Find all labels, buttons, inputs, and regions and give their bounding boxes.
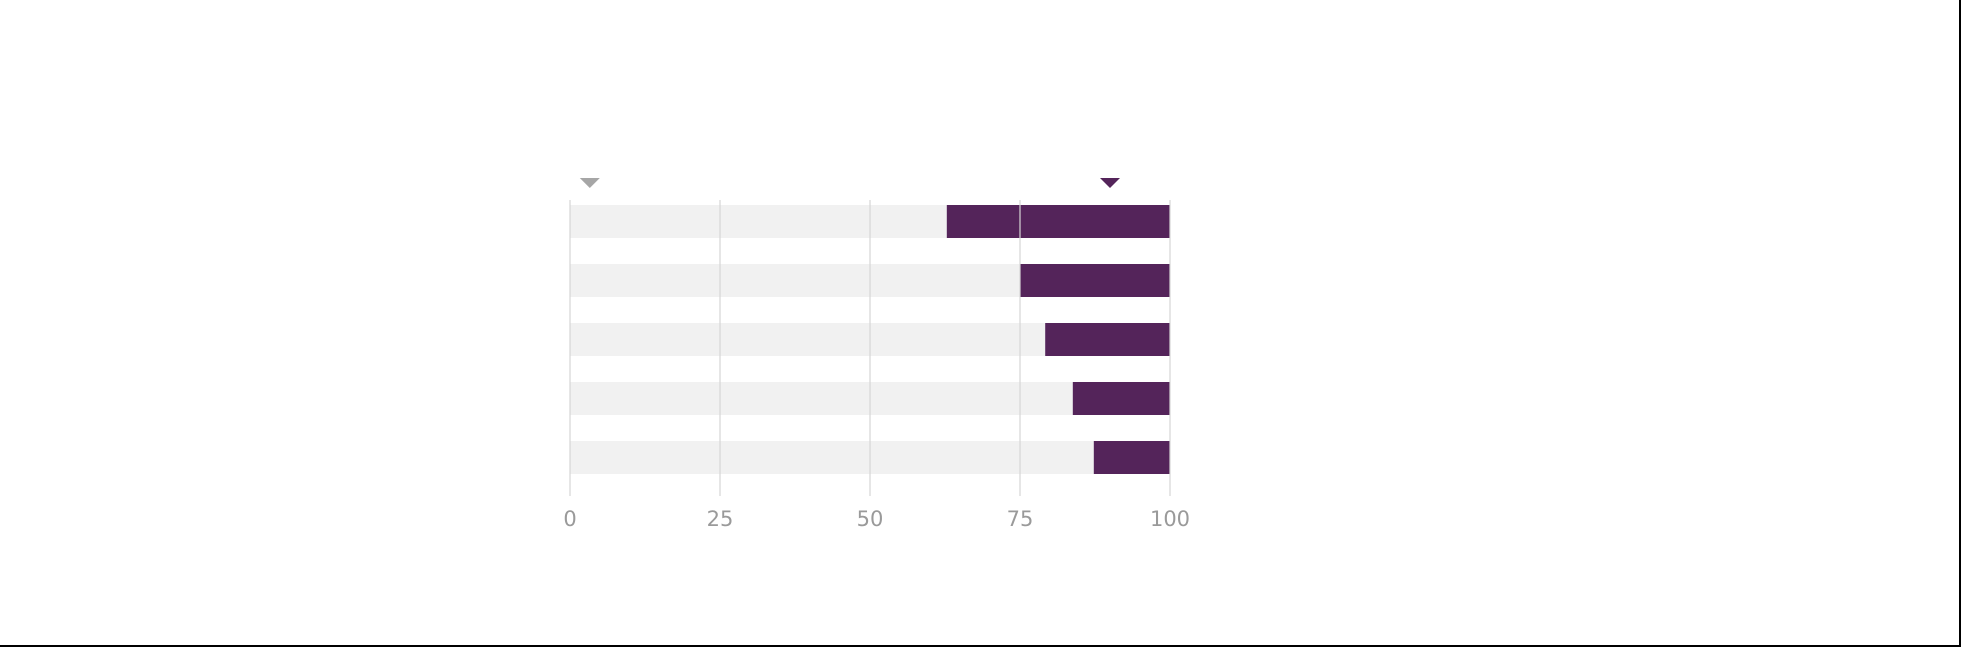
x-tick-label-0: 0 (563, 507, 576, 531)
markers-layer (579, 178, 1120, 188)
bar-row-3-segment-1 (570, 323, 1046, 356)
triangle-down-icon (1100, 178, 1120, 188)
grid-layer (569, 200, 1171, 496)
bar-row-2-segment-2 (1020, 264, 1170, 297)
triangle-down-icon (579, 178, 600, 188)
bar-row-5-segment-1 (570, 441, 1094, 474)
bar-row-1-segment-1 (570, 205, 947, 238)
tick-labels-layer: 0 25 50 75 100 (563, 507, 1190, 531)
x-tick-label-25: 25 (707, 507, 734, 531)
bar-row-5-segment-2 (1093, 441, 1170, 474)
bar-row-3-segment-2 (1045, 323, 1170, 356)
x-tick-label-100: 100 (1150, 507, 1190, 531)
bar-row-4-segment-2 (1072, 382, 1170, 415)
x-tick-label-75: 75 (1007, 507, 1034, 531)
bars-layer (570, 205, 1170, 474)
bar-row-2-segment-1 (570, 264, 1020, 297)
x-tick-label-50: 50 (857, 507, 884, 531)
bar-row-1-segment-2 (946, 205, 1170, 238)
bar-row-4-segment-1 (570, 382, 1073, 415)
